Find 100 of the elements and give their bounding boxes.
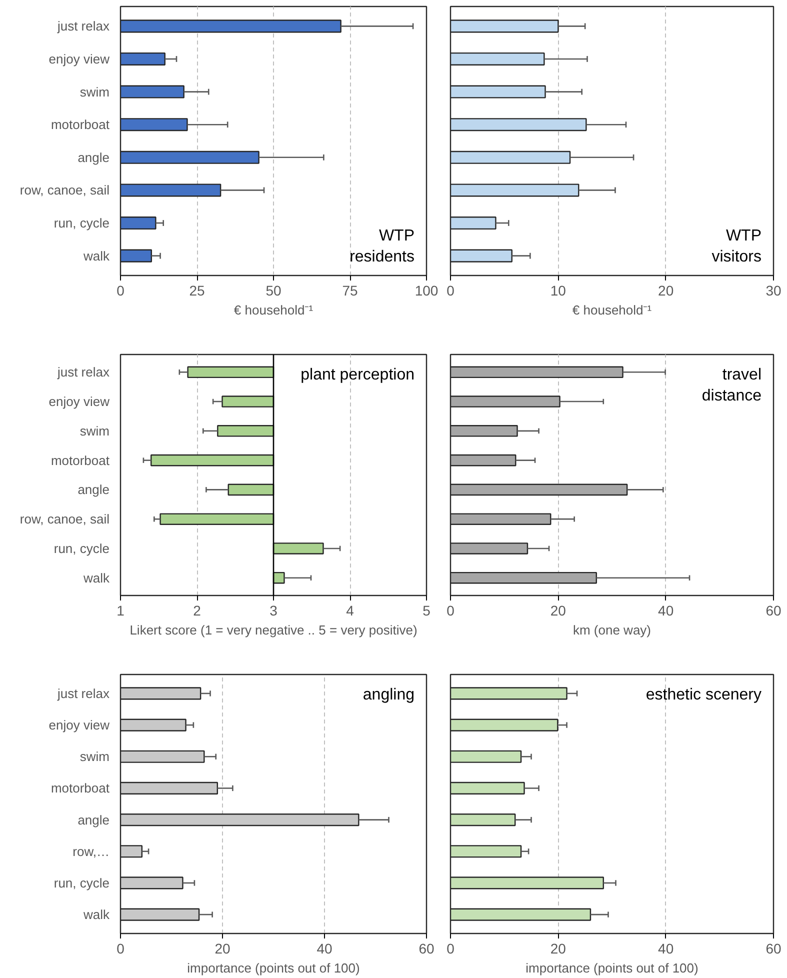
x-tick-label: 100 [414, 282, 438, 298]
x-tick-label: 40 [658, 602, 674, 618]
x-axis-title: € household⁻¹ [234, 302, 314, 318]
annotation: angling [362, 686, 415, 704]
bar [450, 845, 522, 858]
bar [272, 542, 324, 554]
y-tick-label: run, cycle [54, 216, 110, 231]
bar [450, 150, 571, 164]
bar [120, 249, 152, 262]
x-axis-title: € household⁻¹ [572, 302, 652, 318]
bar [450, 85, 546, 98]
x-tick-label: 0 [446, 940, 455, 956]
y-tick-label: swim [80, 84, 110, 100]
bar [120, 20, 342, 33]
annotation: WTP residents [350, 228, 414, 266]
bar [450, 20, 559, 33]
x-tick-label: 25 [189, 282, 205, 298]
x-tick-label: 20 [658, 282, 674, 298]
y-tick-label: angle [78, 482, 110, 498]
bar [120, 845, 143, 858]
x-tick-label: 2 [193, 602, 202, 618]
bar [450, 513, 552, 525]
bar [450, 750, 522, 763]
bar [450, 572, 597, 584]
bar [450, 396, 560, 408]
y-tick-label: enjoy view [48, 718, 110, 733]
bar [120, 687, 202, 700]
x-tick-label: 10 [550, 282, 566, 298]
y-tick-label: just relax [56, 18, 110, 34]
bar [450, 908, 592, 921]
bar [228, 484, 274, 496]
bar [450, 118, 587, 132]
bar [450, 249, 512, 262]
annotation: esthetic scenery [646, 686, 762, 704]
x-tick-label: 20 [550, 940, 566, 956]
x-tick-label: 75 [342, 282, 358, 298]
y-tick-label: enjoy view [48, 51, 110, 66]
x-tick-label: 5 [422, 602, 431, 618]
y-tick-label: swim [80, 749, 110, 764]
y-tick-label: walk [82, 907, 110, 922]
x-tick-label: 0 [116, 940, 125, 956]
x-tick-label: 60 [766, 940, 782, 956]
y-tick-label: angle [78, 812, 110, 828]
bar [450, 454, 516, 466]
bar [450, 52, 545, 66]
y-tick-label: just relax [56, 686, 110, 701]
x-tick-label: 60 [766, 602, 782, 618]
x-tick-label: 1 [116, 602, 125, 618]
annotation: plant perception [300, 366, 414, 384]
bar [450, 216, 496, 230]
x-tick-label: 50 [266, 282, 282, 298]
x-tick-label: 0 [446, 602, 455, 618]
bar [450, 484, 628, 496]
y-tick-label: angle [78, 150, 110, 165]
x-tick-label: 4 [346, 602, 354, 618]
bar [120, 750, 205, 763]
x-tick-label: 60 [418, 940, 434, 956]
bar [120, 718, 186, 732]
x-tick-label: 40 [658, 940, 674, 956]
x-tick-label: 3 [270, 602, 278, 618]
bar [120, 908, 200, 921]
bar [120, 150, 260, 164]
bar [120, 876, 184, 890]
x-tick-label: 40 [316, 940, 332, 956]
bar [450, 366, 624, 378]
annotation: travel distance [702, 366, 762, 404]
y-tick-label: swim [80, 423, 110, 438]
bar [120, 85, 184, 98]
bar [120, 52, 166, 66]
bar [217, 425, 274, 437]
y-tick-label: enjoy view [48, 394, 110, 410]
bar [120, 782, 218, 794]
y-tick-label: run, cycle [54, 875, 110, 890]
bar [120, 216, 156, 230]
x-axis-title: importance (points out of 100) [187, 960, 360, 976]
bar [120, 118, 188, 132]
x-tick-label: 20 [214, 940, 230, 956]
y-tick-label: row, canoe, sail [20, 182, 110, 198]
bar [150, 454, 274, 466]
bar [450, 876, 604, 890]
bar [450, 184, 580, 197]
x-tick-label: 30 [766, 282, 782, 298]
bar [187, 366, 274, 378]
bar [222, 396, 274, 408]
x-axis-title: Likert score (1 = very negative .. 5 = very positive) [130, 622, 418, 638]
bar [450, 425, 518, 437]
x-tick-label: 20 [550, 602, 566, 618]
bar [120, 184, 222, 197]
y-tick-label: run, cycle [54, 540, 110, 556]
x-tick-label: 0 [446, 282, 455, 298]
annotation: WTP visitors [712, 228, 762, 266]
x-tick-label: 0 [116, 282, 125, 298]
y-tick-label: walk [82, 248, 110, 264]
x-axis-title: km (one way) [572, 622, 652, 638]
y-tick-label: motorboat [50, 452, 110, 468]
y-tick-label: motorboat [50, 780, 110, 796]
y-tick-label: motorboat [50, 117, 110, 132]
y-tick-label: just relax [56, 364, 110, 380]
bar [450, 687, 568, 700]
bar [272, 572, 285, 584]
